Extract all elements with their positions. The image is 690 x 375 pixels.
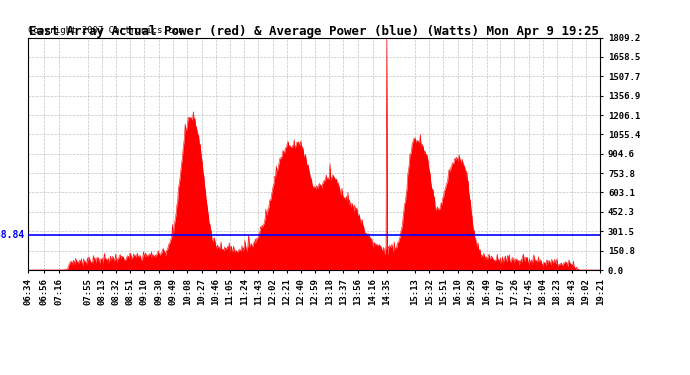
Text: Copyright 2007 Cartronics.com: Copyright 2007 Cartronics.com <box>28 26 184 35</box>
Title: East Array Actual Power (red) & Average Power (blue) (Watts) Mon Apr 9 19:25: East Array Actual Power (red) & Average … <box>29 24 599 38</box>
Text: 268.84: 268.84 <box>0 231 25 240</box>
